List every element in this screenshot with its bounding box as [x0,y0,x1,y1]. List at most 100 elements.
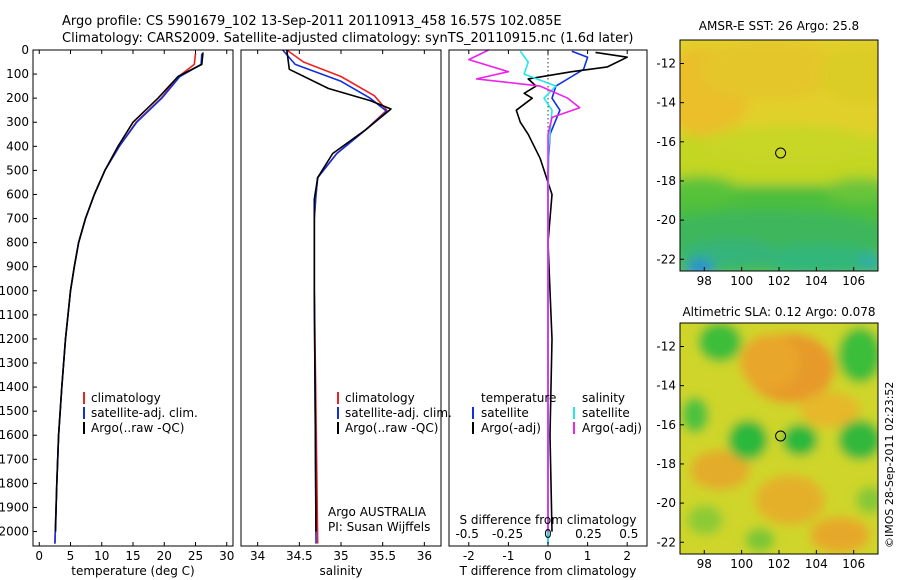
sla-map-title: Altimetric SLA: 0.12 Argo: 0.078 [682,305,875,319]
sla-xtick-label: 102 [768,557,791,571]
difference-legend: temperature satellite Argo(-adj) salinit… [472,391,642,435]
difference-top-tick-label: 0 [544,527,552,541]
legend-label-argo: Argo(..raw -QC) [91,421,184,435]
salinity-xtick-label: 34 [250,549,265,563]
difference-series-1 [515,51,629,532]
salinity-series-2 [286,49,392,532]
difference-top-tick-label: -0.5 [455,527,478,541]
legend-label-temp-satellite: satellite [481,406,529,420]
legend-label-temp-argo: Argo(-adj) [481,421,541,435]
depth-ytick-label: 1000 [0,284,29,298]
temperature-panel: 0 5 10 15 20 25 30 0 100 200 300 400 500 600 700 800 90… [0,43,234,578]
temperature-xtick-label: 20 [157,549,172,563]
legend-group-temperature: temperature [481,391,556,405]
legend-label-climatology: climatology [345,391,415,405]
depth-y-ticks: 0 100 200 300 400 500 600 700 800 900 1000 1100 1200… [0,43,37,539]
sla-xtick-label: 106 [842,557,865,571]
difference-series-3 [467,49,581,532]
sst-field [680,40,878,271]
difference-top-tick-label: 0.5 [619,527,638,541]
sst-xtick-label: 106 [842,274,865,288]
depth-ytick-label: 1400 [0,380,29,394]
temperature-xtick-label: 0 [35,549,43,563]
difference-top-xlabel: S difference from climatology [460,513,637,527]
sla-ytick-label: -20 [656,496,676,510]
salinity-xtick-label: 34.5 [286,549,313,563]
sla-map-panel: Altimetric SLA: 0.12 Argo: 0.078 [656,305,879,571]
sla-argo-marker [775,430,787,442]
depth-ytick-label: 100 [6,67,29,81]
temperature-series-0 [54,53,197,544]
legend-group-salinity: salinity [582,391,625,405]
depth-ytick-label: 1300 [0,356,29,370]
difference-axes-frame [448,49,648,547]
difference-xtick-label: -1 [502,549,514,563]
salinity-xtick-label: 35 [333,549,348,563]
difference-x-ticks: -2 -1 0 1 2 [463,50,631,563]
sst-argo-marker [775,147,787,159]
salinity-axes-frame [240,49,442,547]
depth-ytick-label: 700 [6,212,29,226]
sst-ytick-label: -12 [656,56,676,70]
salinity-xtick-label: 35.5 [369,549,396,563]
difference-xlabel: T difference from climatology [459,564,637,578]
difference-panel: -2 -1 0 1 2 -0.5 -0.25 0 0.25 0.5 S difference f… [448,49,648,578]
difference-top-ticks: -0.5 -0.25 0 0.25 0.5 [455,527,638,541]
imos-credit: ©IMOS 28-Sep-2011 02:23:52 [883,382,896,548]
legend-label-sal-satellite: satellite [582,406,630,420]
temperature-lines [54,52,204,544]
depth-ytick-label: 2000 [0,525,29,539]
argo-agency-annotation: Argo AUSTRALIA [328,505,427,519]
figure-title-line1: Argo profile: CS 5901679_102 13-Sep-2011… [62,14,562,29]
temperature-series-2 [54,52,204,532]
sla-xtick-label: 98 [697,557,712,571]
sla-xtick-label: 100 [730,557,753,571]
sst-ytick-label: -16 [656,135,676,149]
difference-top-tick-label: 0.25 [575,527,602,541]
sst-x-ticks: 98 100 102 104 106 [697,267,865,288]
depth-ytick-label: 900 [6,260,29,274]
argo-pi-annotation: PI: Susan Wijffels [328,520,430,534]
temperature-xtick-label: 15 [125,549,140,563]
depth-ytick-label: 300 [6,115,29,129]
legend-label-satellite: satellite-adj. clim. [345,406,452,420]
sst-ytick-label: -22 [656,252,676,266]
sla-ytick-label: -22 [656,535,676,549]
sst-xtick-label: 102 [768,274,791,288]
sst-ytick-label: -14 [656,96,676,110]
legend-label-argo: Argo(..raw -QC) [345,421,438,435]
figure-title-line2: Climatology: CARS2009. Satellite-adjuste… [62,31,634,46]
depth-ytick-label: 500 [6,163,29,177]
depth-ytick-label: 1500 [0,404,29,418]
depth-ytick-label: 1700 [0,452,29,466]
sla-x-ticks: 98 100 102 104 106 [697,550,865,571]
temperature-series-1 [54,53,203,544]
sla-ytick-label: -18 [656,457,676,471]
sst-map-title: AMSR-E SST: 26 Argo: 25.8 [699,19,859,33]
difference-top-tick-label: -0.25 [492,527,523,541]
legend-label-sal-argo: Argo(-adj) [582,421,642,435]
sla-xtick-label: 104 [805,557,828,571]
temperature-xtick-label: 5 [67,549,75,563]
legend-label-satellite: satellite-adj. clim. [91,406,198,420]
sst-xtick-label: 100 [730,274,753,288]
difference-xtick-label: 2 [623,549,631,563]
temperature-xtick-label: 10 [94,549,109,563]
salinity-series-1 [282,49,388,544]
sla-ytick-label: -16 [656,418,676,432]
temperature-xlabel: temperature (deg C) [71,564,194,578]
sst-y-ticks: -12 -14 -16 -18 -20 -22 [656,56,684,266]
difference-xtick-label: -2 [463,549,475,563]
salinity-xtick-label: 36 [417,549,432,563]
temperature-legend: climatology satellite-adj. clim. Argo(..… [83,391,198,435]
depth-ytick-label: 800 [6,236,29,250]
salinity-panel: 34 34.5 35 35.5 36 salinity climatology sate… [240,49,452,578]
salinity-legend: climatology satellite-adj. clim. Argo(..… [337,391,452,435]
salinity-lines [282,49,392,544]
salinity-x-ticks: 34 34.5 35 35.5 36 [250,50,432,563]
depth-ytick-label: 200 [6,91,29,105]
sla-y-ticks: -12 -14 -16 -18 -20 -22 [656,339,684,549]
difference-lines [467,49,629,544]
sst-xtick-label: 98 [697,274,712,288]
